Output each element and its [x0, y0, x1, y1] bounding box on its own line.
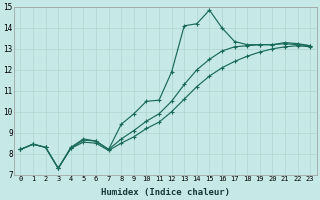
X-axis label: Humidex (Indice chaleur): Humidex (Indice chaleur) — [101, 188, 230, 197]
